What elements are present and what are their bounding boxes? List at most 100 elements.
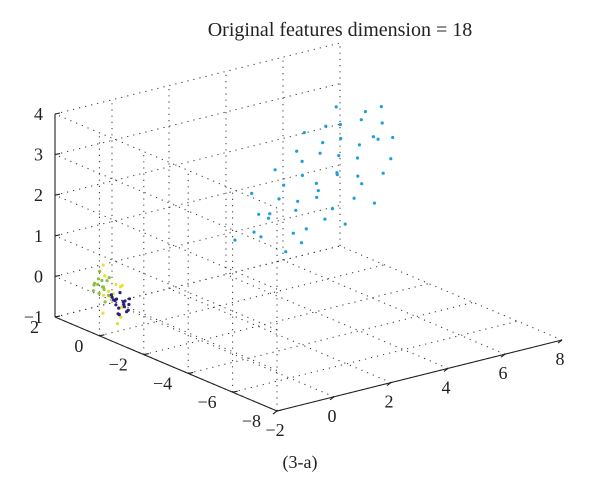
z-tick-label: 3 (34, 145, 43, 165)
y-tick-mark (143, 353, 149, 356)
data-point-series-1 (302, 131, 306, 135)
data-point-series-2 (101, 263, 105, 267)
x-tick-mark (329, 396, 335, 401)
data-point-series-3 (96, 277, 100, 281)
y-tick-mark (276, 409, 283, 412)
data-point-series-4 (114, 303, 118, 307)
data-point-series-2 (119, 285, 123, 289)
data-point-series-2 (101, 293, 106, 297)
data-point-series-3 (107, 293, 111, 298)
z-tick-mark (54, 193, 61, 196)
data-point-series-3 (103, 300, 107, 304)
y-tick-label: 2 (30, 317, 39, 337)
data-point-series-1 (284, 250, 288, 254)
data-point-series-4 (122, 305, 126, 309)
data-point-series-2 (114, 282, 118, 287)
data-point-series-1 (299, 241, 304, 245)
data-point-series-4 (125, 310, 129, 314)
data-point-series-4 (109, 293, 113, 297)
data-point-series-3 (97, 291, 101, 295)
data-point-series-1 (257, 212, 261, 216)
data-point-series-1 (324, 124, 328, 128)
data-point-series-2 (101, 311, 105, 315)
data-point-series-1 (252, 230, 256, 234)
data-point-series-1 (355, 156, 360, 160)
data-point-series-1 (277, 197, 281, 201)
x-tick-mark (386, 382, 392, 387)
grid-line (54, 154, 278, 250)
data-points (91, 105, 395, 326)
data-point-series-1 (291, 231, 295, 235)
data-point-series-3 (98, 269, 102, 273)
data-point-series-4 (122, 302, 126, 306)
x-tick-mark (272, 410, 278, 415)
data-point-series-1 (315, 195, 319, 199)
z-tick-mark (54, 153, 61, 156)
data-point-series-1 (357, 143, 361, 147)
data-point-series-1 (337, 154, 341, 158)
grid-line (99, 264, 385, 337)
z-tick-mark (54, 112, 61, 115)
y-tick-mark (232, 390, 238, 393)
data-point-series-1 (381, 171, 385, 175)
data-point-series-2 (119, 315, 123, 319)
grid-line (168, 288, 392, 384)
x-tick-mark (557, 339, 563, 344)
data-point-series-4 (117, 306, 121, 310)
x-tick-mark (500, 353, 506, 358)
data-point-series-4 (117, 313, 121, 317)
data-point-series-1 (338, 122, 342, 127)
data-point-series-1 (321, 141, 325, 145)
data-point-series-4 (127, 297, 132, 301)
axis-lines (54, 112, 563, 415)
data-point-series-4 (118, 291, 122, 295)
z-tick-label: 0 (34, 266, 43, 286)
grid-line (54, 83, 341, 156)
data-point-series-1 (335, 171, 339, 175)
data-point-series-1 (352, 196, 356, 200)
chart-title: Original features dimension = 18 (208, 19, 473, 41)
data-point-series-4 (110, 295, 114, 299)
grid-line (232, 320, 518, 393)
grid-line (339, 245, 563, 341)
data-point-series-3 (100, 278, 104, 283)
grid-line (225, 273, 449, 369)
data-point-series-1 (334, 105, 338, 109)
data-point-series-1 (250, 191, 254, 195)
grid-line (282, 259, 506, 355)
y-axis-line (54, 316, 278, 412)
data-point-series-4 (112, 298, 116, 302)
data-point-series-3 (91, 289, 95, 293)
data-point-series-2 (107, 289, 111, 293)
data-point-series-1 (391, 135, 395, 140)
grid-lines (54, 42, 563, 412)
data-point-series-4 (127, 302, 131, 307)
x-tick-label: 6 (499, 363, 508, 383)
z-tick-label: 4 (34, 104, 43, 124)
z-tick-label: 1 (34, 226, 43, 246)
grid-line (54, 204, 341, 277)
data-point-series-1 (360, 182, 364, 186)
data-point-series-1 (356, 174, 360, 178)
y-tick-label: −4 (153, 373, 172, 393)
data-point-series-1 (273, 168, 277, 172)
data-point-series-3 (92, 283, 96, 287)
data-point-series-1 (316, 189, 320, 193)
data-point-series-1 (359, 118, 363, 122)
data-point-series-1 (268, 212, 272, 216)
figure-caption: (3-a) (282, 452, 318, 472)
data-point-series-1 (233, 238, 237, 242)
grid-line (143, 283, 429, 356)
data-point-series-2 (120, 305, 124, 309)
z-tick-label: −1 (24, 307, 43, 327)
grid-line (54, 275, 278, 371)
z-tick-mark (54, 234, 61, 237)
data-point-series-1 (363, 110, 367, 114)
z-tick-mark (54, 315, 61, 318)
data-point-series-3 (102, 287, 106, 292)
y-tick-label: 0 (74, 336, 83, 356)
grid-line (54, 235, 278, 331)
data-point-series-1 (323, 217, 327, 221)
data-point-series-1 (296, 199, 300, 203)
